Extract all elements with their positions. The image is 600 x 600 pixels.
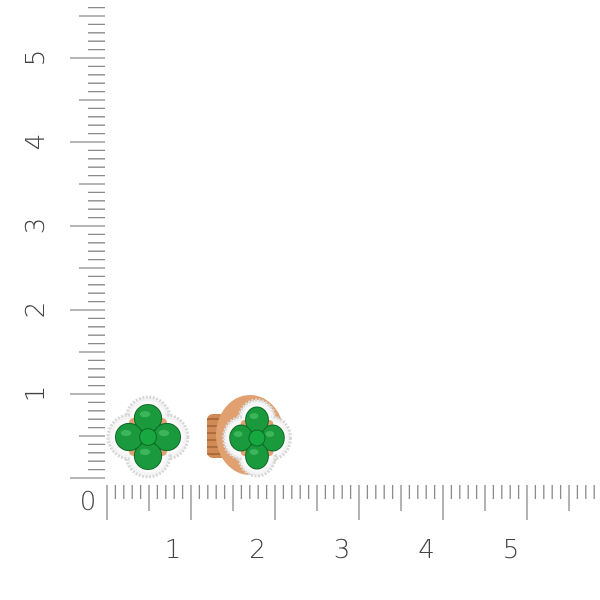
stone-highlight [120,429,132,437]
ruler-label-vertical: 3 [21,218,51,235]
earring-front-view [106,395,190,479]
ruler-labels: 0 1 2 3 4 5 1 2 3 4 5 [21,50,519,565]
ruler-label-vertical: 4 [21,134,51,151]
emerald-stone [114,422,144,452]
earring-angled-view [207,395,292,478]
ruler-label-horizontal: 5 [503,535,520,565]
stone-highlight [139,448,151,456]
stone-highlight [249,413,259,419]
center-emerald [139,428,157,446]
ruler-label-horizontal: 1 [165,535,182,565]
ruler-label-vertical: 2 [21,302,51,319]
stone-highlight [265,431,275,437]
stone-highlight [158,429,170,437]
ruler [70,6,595,520]
stone-highlight [233,431,243,437]
ruler-label-zero: 0 [80,487,97,517]
stone-highlight [249,449,259,455]
center-emerald [248,429,266,447]
ruler-label-horizontal: 4 [418,535,435,565]
ruler-label-vertical: 5 [21,50,51,67]
ruler-label-horizontal: 2 [249,535,266,565]
ruler-label-horizontal: 3 [334,535,351,565]
ruler-label-vertical: 1 [21,386,51,403]
stone-highlight [139,410,151,418]
